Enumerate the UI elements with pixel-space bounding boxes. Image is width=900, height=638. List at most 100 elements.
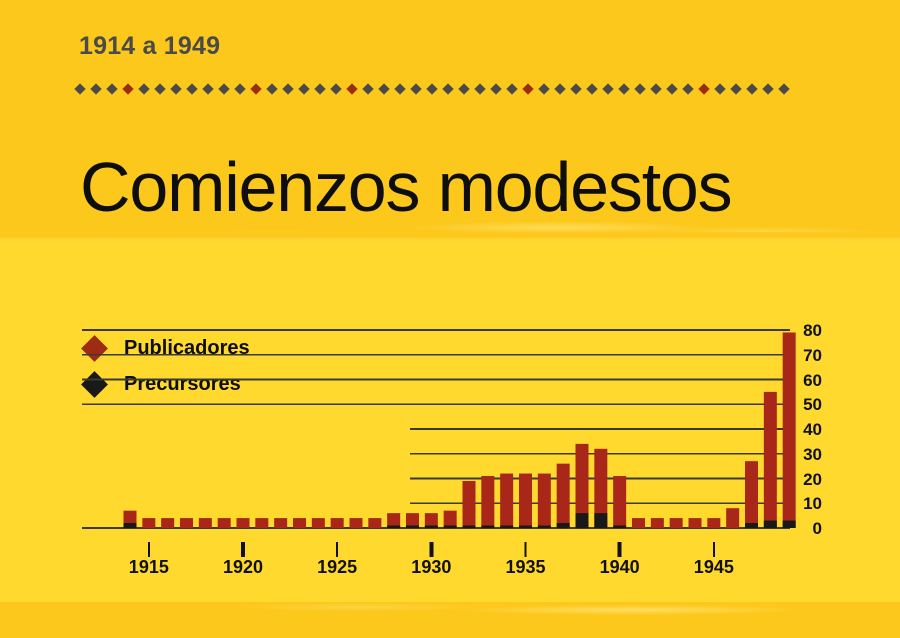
bar-group [632, 518, 645, 528]
x-axis-tick-label: 1920 [222, 557, 264, 577]
bar-segment-publicadores [142, 518, 156, 528]
bar-segment-precursores [406, 525, 419, 528]
bar-group [142, 518, 156, 528]
bar-group [519, 473, 532, 528]
bar-group [763, 391, 777, 528]
bar-group [311, 518, 325, 528]
bar-segment-publicadores [782, 332, 796, 528]
y-axis-tick-label: 0 [812, 519, 822, 538]
bar-segment-publicadores [217, 518, 231, 528]
kicker-date-range: 1914 a 1949 [79, 32, 221, 60]
bar-segment-publicadores [293, 518, 306, 528]
bar-segment-publicadores [613, 476, 627, 528]
bar-segment-precursores [424, 525, 438, 528]
bar-group [274, 518, 288, 528]
legend-label-precursores: Precursores [124, 373, 241, 395]
bar-group [481, 476, 495, 528]
bar-group [198, 518, 212, 528]
bar-segment-publicadores [255, 518, 269, 528]
bar-segment-precursores [782, 520, 796, 528]
bar-segment-publicadores [556, 463, 570, 528]
bar-segment-publicadores [669, 518, 683, 528]
bar-group [537, 473, 551, 528]
y-axis-tick-label: 70 [803, 345, 822, 365]
bar-segment-precursores [763, 520, 777, 528]
bar-segment-publicadores [594, 448, 608, 528]
bar-segment-precursores [745, 523, 758, 528]
bar-group [745, 461, 758, 528]
bar-segment-publicadores [726, 508, 740, 528]
x-axis-tick-label: 1945 [693, 557, 734, 577]
page-title: Comienzos modestos [80, 147, 733, 226]
bar-segment-precursores [500, 525, 514, 528]
y-axis-tick-label: 10 [803, 494, 822, 514]
y-axis-tick-label: 50 [803, 395, 822, 415]
bar-segment-publicadores [424, 513, 438, 528]
bar-segment-precursores [594, 513, 608, 528]
x-axis-tick-label: 1915 [128, 557, 169, 577]
bar-group [424, 513, 438, 528]
bar-segment-publicadores [274, 518, 288, 528]
bar-group [293, 518, 306, 528]
bar-segment-precursores [481, 525, 495, 528]
y-axis-tick-label: 20 [803, 469, 822, 489]
bar-segment-publicadores [198, 518, 212, 528]
bar-segment-publicadores [161, 518, 175, 528]
chart-legend: Publicadores Precursores [80, 333, 250, 405]
bar-segment-publicadores [387, 513, 401, 528]
bar-group [669, 518, 683, 528]
bar-segment-publicadores [519, 473, 532, 528]
y-axis-tick-label: 60 [803, 370, 822, 390]
bar-group [443, 510, 457, 528]
x-axis-tick-label: 1925 [317, 557, 358, 577]
bar-group [387, 513, 401, 528]
y-axis-labels: 0 10 20 30 40 50 60 70 80 [803, 318, 852, 540]
legend-item-publicadores: Publicadores [80, 333, 250, 364]
bar-segment-precursores [613, 525, 627, 528]
bar-group [650, 518, 664, 528]
bar-group [782, 332, 796, 528]
bar-segment-publicadores [481, 476, 495, 528]
bar-group [236, 518, 250, 528]
bar-segment-publicadores [330, 518, 344, 528]
x-axis-tick-label: 1935 [505, 557, 546, 577]
bar-segment-publicadores [688, 518, 702, 528]
y-axis-tick-label: 30 [803, 444, 822, 464]
bar-segment-publicadores [763, 391, 777, 528]
legend-item-precursores: Precursores [80, 369, 250, 400]
bar-group [123, 510, 137, 528]
bar-segment-publicadores [500, 473, 514, 528]
bar-segment-precursores [443, 525, 457, 528]
y-axis-tick-label: 40 [803, 420, 822, 439]
bar-segment-publicadores [537, 473, 551, 528]
bar-segment-precursores [387, 525, 401, 528]
bar-group [726, 508, 740, 528]
bar-segment-precursores [537, 525, 551, 528]
bar-segment-publicadores [575, 443, 589, 528]
bar-segment-publicadores [311, 518, 325, 528]
bar-segment-publicadores [236, 518, 250, 528]
bar-segment-publicadores [632, 518, 645, 528]
bar-group [255, 518, 269, 528]
bar-segment-publicadores [443, 510, 457, 528]
bar-segment-publicadores [349, 518, 363, 528]
bar-segment-publicadores [650, 518, 664, 528]
bar-group [406, 513, 419, 528]
bar-group [349, 518, 363, 528]
bar-group [180, 518, 193, 528]
bar-group [613, 476, 627, 528]
y-axis-tick-label: 80 [803, 321, 822, 340]
bar-segment-precursores [462, 525, 476, 528]
bar-segment-precursores [519, 525, 532, 528]
x-axis-labels: 1915 1920 1925 1930 1935 1940 1945 [0, 549, 900, 577]
bar-segment-publicadores [707, 518, 721, 528]
x-axis-tick-label: 1930 [411, 557, 452, 577]
bar-group [217, 518, 231, 528]
bar-segment-precursores [556, 523, 570, 528]
bar-group [462, 480, 476, 528]
bar-segment-publicadores [462, 480, 476, 528]
x-axis-tick-label: 1940 [599, 557, 640, 577]
bar-segment-publicadores [745, 461, 758, 528]
